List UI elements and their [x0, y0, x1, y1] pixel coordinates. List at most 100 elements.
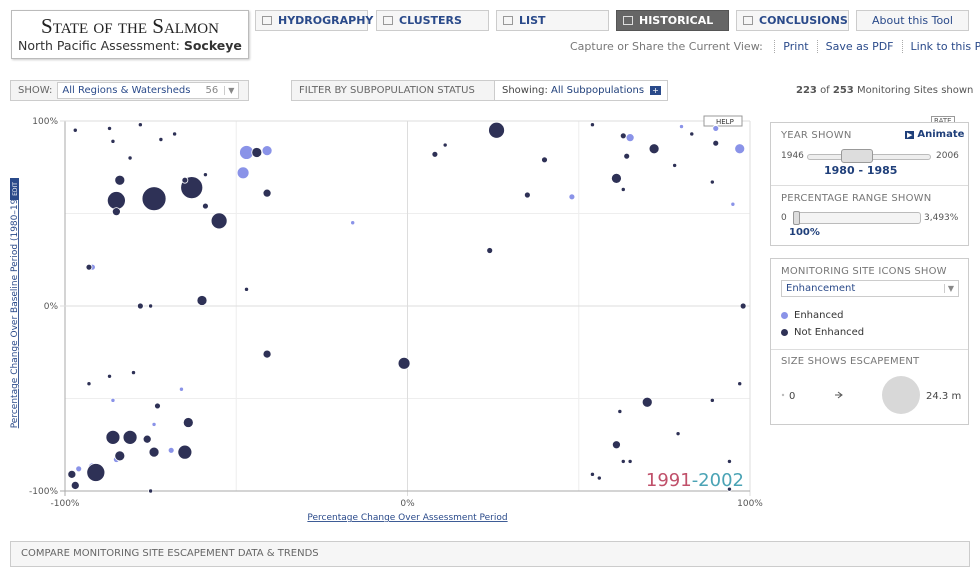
assessment: North Pacific Assessment: [18, 38, 180, 53]
nav-button[interactable]: About this Tool [856, 10, 969, 31]
site-point [154, 402, 161, 410]
showing-label: Showing: [502, 85, 548, 96]
pct-max: 3,493% [924, 213, 959, 223]
site-point [148, 446, 160, 458]
x-tick-label: 100% [737, 499, 763, 509]
site-point [196, 295, 208, 306]
sites-suffix: Monitoring Sites shown [856, 85, 974, 96]
animate-button[interactable]: ▶ Animate [905, 129, 965, 140]
size-min: 0 [789, 391, 795, 402]
site-point [617, 408, 623, 414]
nav-button[interactable]: LIST [496, 10, 609, 31]
site-point [350, 220, 356, 226]
site-point [712, 139, 720, 147]
site-point [142, 434, 152, 444]
help-badge [703, 115, 743, 127]
nav-button[interactable]: HYDROGRAPHY [255, 10, 373, 31]
nav-button[interactable]: CONCLUSIONS [736, 10, 849, 31]
icons-panel: MONITORING SITE ICONS SHOW Enhancement ▼ … [770, 258, 969, 425]
nav-icon [623, 16, 633, 25]
link[interactable]: Print [774, 40, 809, 53]
period-end: -2002 [692, 470, 744, 491]
show-label: SHOW: [18, 85, 53, 96]
site-point [641, 396, 653, 408]
site-point [262, 349, 272, 359]
chart: -100% 0% 100% -100% 0% 100% Percentage Change … [10, 115, 763, 523]
site-point [110, 138, 116, 144]
nav-button[interactable]: HISTORICAL [616, 10, 729, 31]
subpop-select[interactable]: Showing: All Subpopulations + [494, 81, 667, 100]
sites-total: 253 [832, 85, 854, 96]
y-tick-label: 100% [32, 117, 58, 127]
site-point [568, 193, 576, 201]
nav-label: CONCLUSIONS [759, 14, 848, 27]
site-point [596, 475, 602, 481]
size-title: SIZE SHOWS ESCAPEMENT [781, 356, 920, 367]
site-point [86, 381, 92, 387]
site-point [148, 303, 154, 309]
site-point [151, 421, 157, 427]
nav-label: HISTORICAL [639, 14, 714, 27]
nav-icon [262, 16, 272, 25]
region-select[interactable]: All Regions & Watersheds 56 ▼ [57, 82, 240, 99]
icons-select[interactable]: Enhancement ▼ [781, 280, 959, 297]
site-point [114, 174, 126, 186]
time-panel: YEAR SHOWN ▶ Animate 1946 2006 1980 - 198… [770, 122, 969, 246]
x-axis-label: Percentage Change Over Assessment Period [307, 513, 507, 523]
species: Sockeye [183, 38, 242, 53]
site-point [86, 463, 106, 482]
nav-label: HYDROGRAPHY [278, 14, 374, 27]
year-thumb[interactable] [841, 149, 873, 163]
period: 1991-2002 [646, 470, 744, 491]
site-point [431, 150, 439, 158]
site-point [619, 132, 627, 140]
logo[interactable]: State of the Salmon North Pacific Assess… [11, 10, 249, 59]
pct-slider[interactable] [793, 212, 921, 224]
site-point [262, 188, 272, 198]
pct-title: PERCENTAGE RANGE SHOWN [781, 193, 932, 204]
site-count: 223 of 253 Monitoring Sites shown [796, 85, 973, 96]
legend-label: Enhanced [794, 310, 844, 321]
period-start: 1991 [646, 470, 692, 491]
link[interactable]: Link to this Page [901, 40, 980, 53]
pct-thumb[interactable] [793, 211, 800, 225]
nav-icon [503, 16, 513, 25]
site-point [158, 136, 164, 143]
site-point [623, 152, 631, 160]
link[interactable]: Save as PDF [816, 40, 894, 53]
pct-min: 0 [781, 213, 787, 223]
nav-button[interactable]: CLUSTERS [376, 10, 489, 31]
site-point [486, 247, 494, 254]
site-point [620, 186, 626, 192]
site-point [85, 263, 93, 271]
site-point [130, 370, 137, 376]
showing-value: All Subpopulations [551, 85, 645, 96]
site-point [75, 465, 83, 473]
nav-label: LIST [519, 14, 546, 27]
site-point [182, 417, 194, 428]
x-tick-label: -100% [51, 499, 80, 509]
site-point [244, 286, 250, 292]
sites-shown: 223 [796, 85, 817, 96]
nav-label: CLUSTERS [399, 14, 462, 27]
site-point [737, 381, 743, 387]
size-max: 24.3 m [926, 391, 961, 402]
icons-title: MONITORING SITE ICONS SHOW [781, 266, 947, 277]
site-point [627, 458, 633, 464]
region-count: 56 [205, 85, 219, 96]
sites-of: of [820, 85, 830, 96]
site-point [114, 450, 126, 462]
animate: Animate [917, 129, 965, 140]
site-point [172, 131, 178, 137]
icons-value: Enhancement [786, 283, 856, 294]
site-point [236, 166, 250, 180]
site-point [675, 431, 681, 437]
site-point [397, 356, 411, 370]
site-point [726, 486, 732, 492]
site-point [178, 386, 184, 392]
site-point [137, 122, 143, 128]
site-point [678, 124, 685, 130]
compare-bar[interactable]: COMPARE MONITORING SITE ESCAPEMENT DATA … [10, 541, 970, 567]
legend: Enhanced Not Enhanced [781, 307, 864, 341]
region: All Regions & Watersheds [62, 85, 191, 96]
